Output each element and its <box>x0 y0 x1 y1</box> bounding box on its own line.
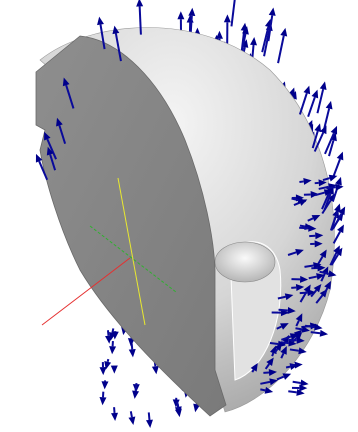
arrow-shaft <box>305 326 315 327</box>
arrow-shaft <box>290 349 299 350</box>
arrow-shaft <box>289 340 297 341</box>
arrow-shaft <box>293 382 301 383</box>
3d-viewport <box>0 0 358 432</box>
arrow-shaft <box>300 226 305 227</box>
arrow-shaft <box>272 353 273 356</box>
arrow-shaft <box>288 391 296 392</box>
arrow-shaft <box>311 332 320 333</box>
page: (() => { const data = JSON.parse(documen… <box>0 0 358 432</box>
arrow-shaft <box>299 181 303 182</box>
arrow-shaft <box>252 370 253 372</box>
arrow-shaft <box>295 328 302 329</box>
arrow-shaft <box>131 411 132 417</box>
bore <box>215 242 275 282</box>
arrow-shaft <box>278 310 287 311</box>
arrow-shaft <box>108 330 109 336</box>
arrow-shaft <box>136 383 137 391</box>
arrow-shaft <box>299 228 308 229</box>
arrow-shaft <box>326 187 335 188</box>
arrow-shaft <box>260 389 265 390</box>
arrow-shaft <box>108 359 109 362</box>
arrow-shaft <box>270 343 278 344</box>
arrow-shaft <box>286 367 290 368</box>
arrow-shaft <box>140 6 141 34</box>
arrow-shaft <box>177 402 178 409</box>
arrow-shaft <box>304 266 313 267</box>
arrow-shaft <box>149 412 150 420</box>
